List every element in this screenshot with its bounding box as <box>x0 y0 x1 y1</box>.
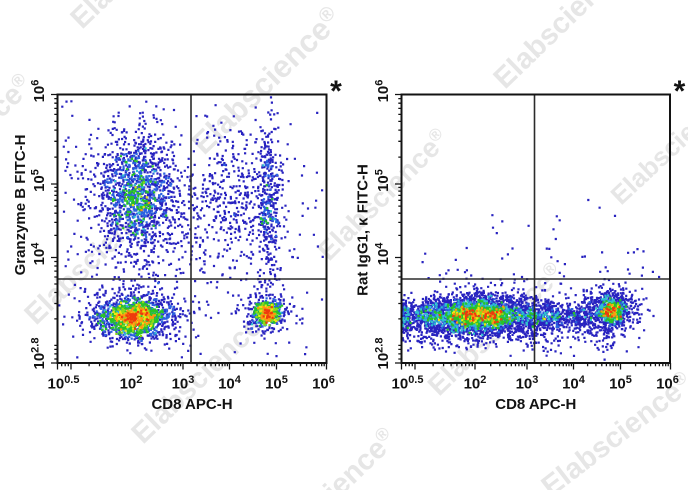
svg-text:*: * <box>674 75 686 108</box>
svg-text:*: * <box>330 75 342 108</box>
svg-text:Rat IgG1, κ FITC-H: Rat IgG1, κ FITC-H <box>355 164 372 296</box>
svg-text:CD8 APC-H: CD8 APC-H <box>151 396 232 413</box>
svg-text:Granzyme B FITC-H: Granzyme B FITC-H <box>12 135 29 276</box>
svg-text:CD8 APC-H: CD8 APC-H <box>495 396 576 413</box>
